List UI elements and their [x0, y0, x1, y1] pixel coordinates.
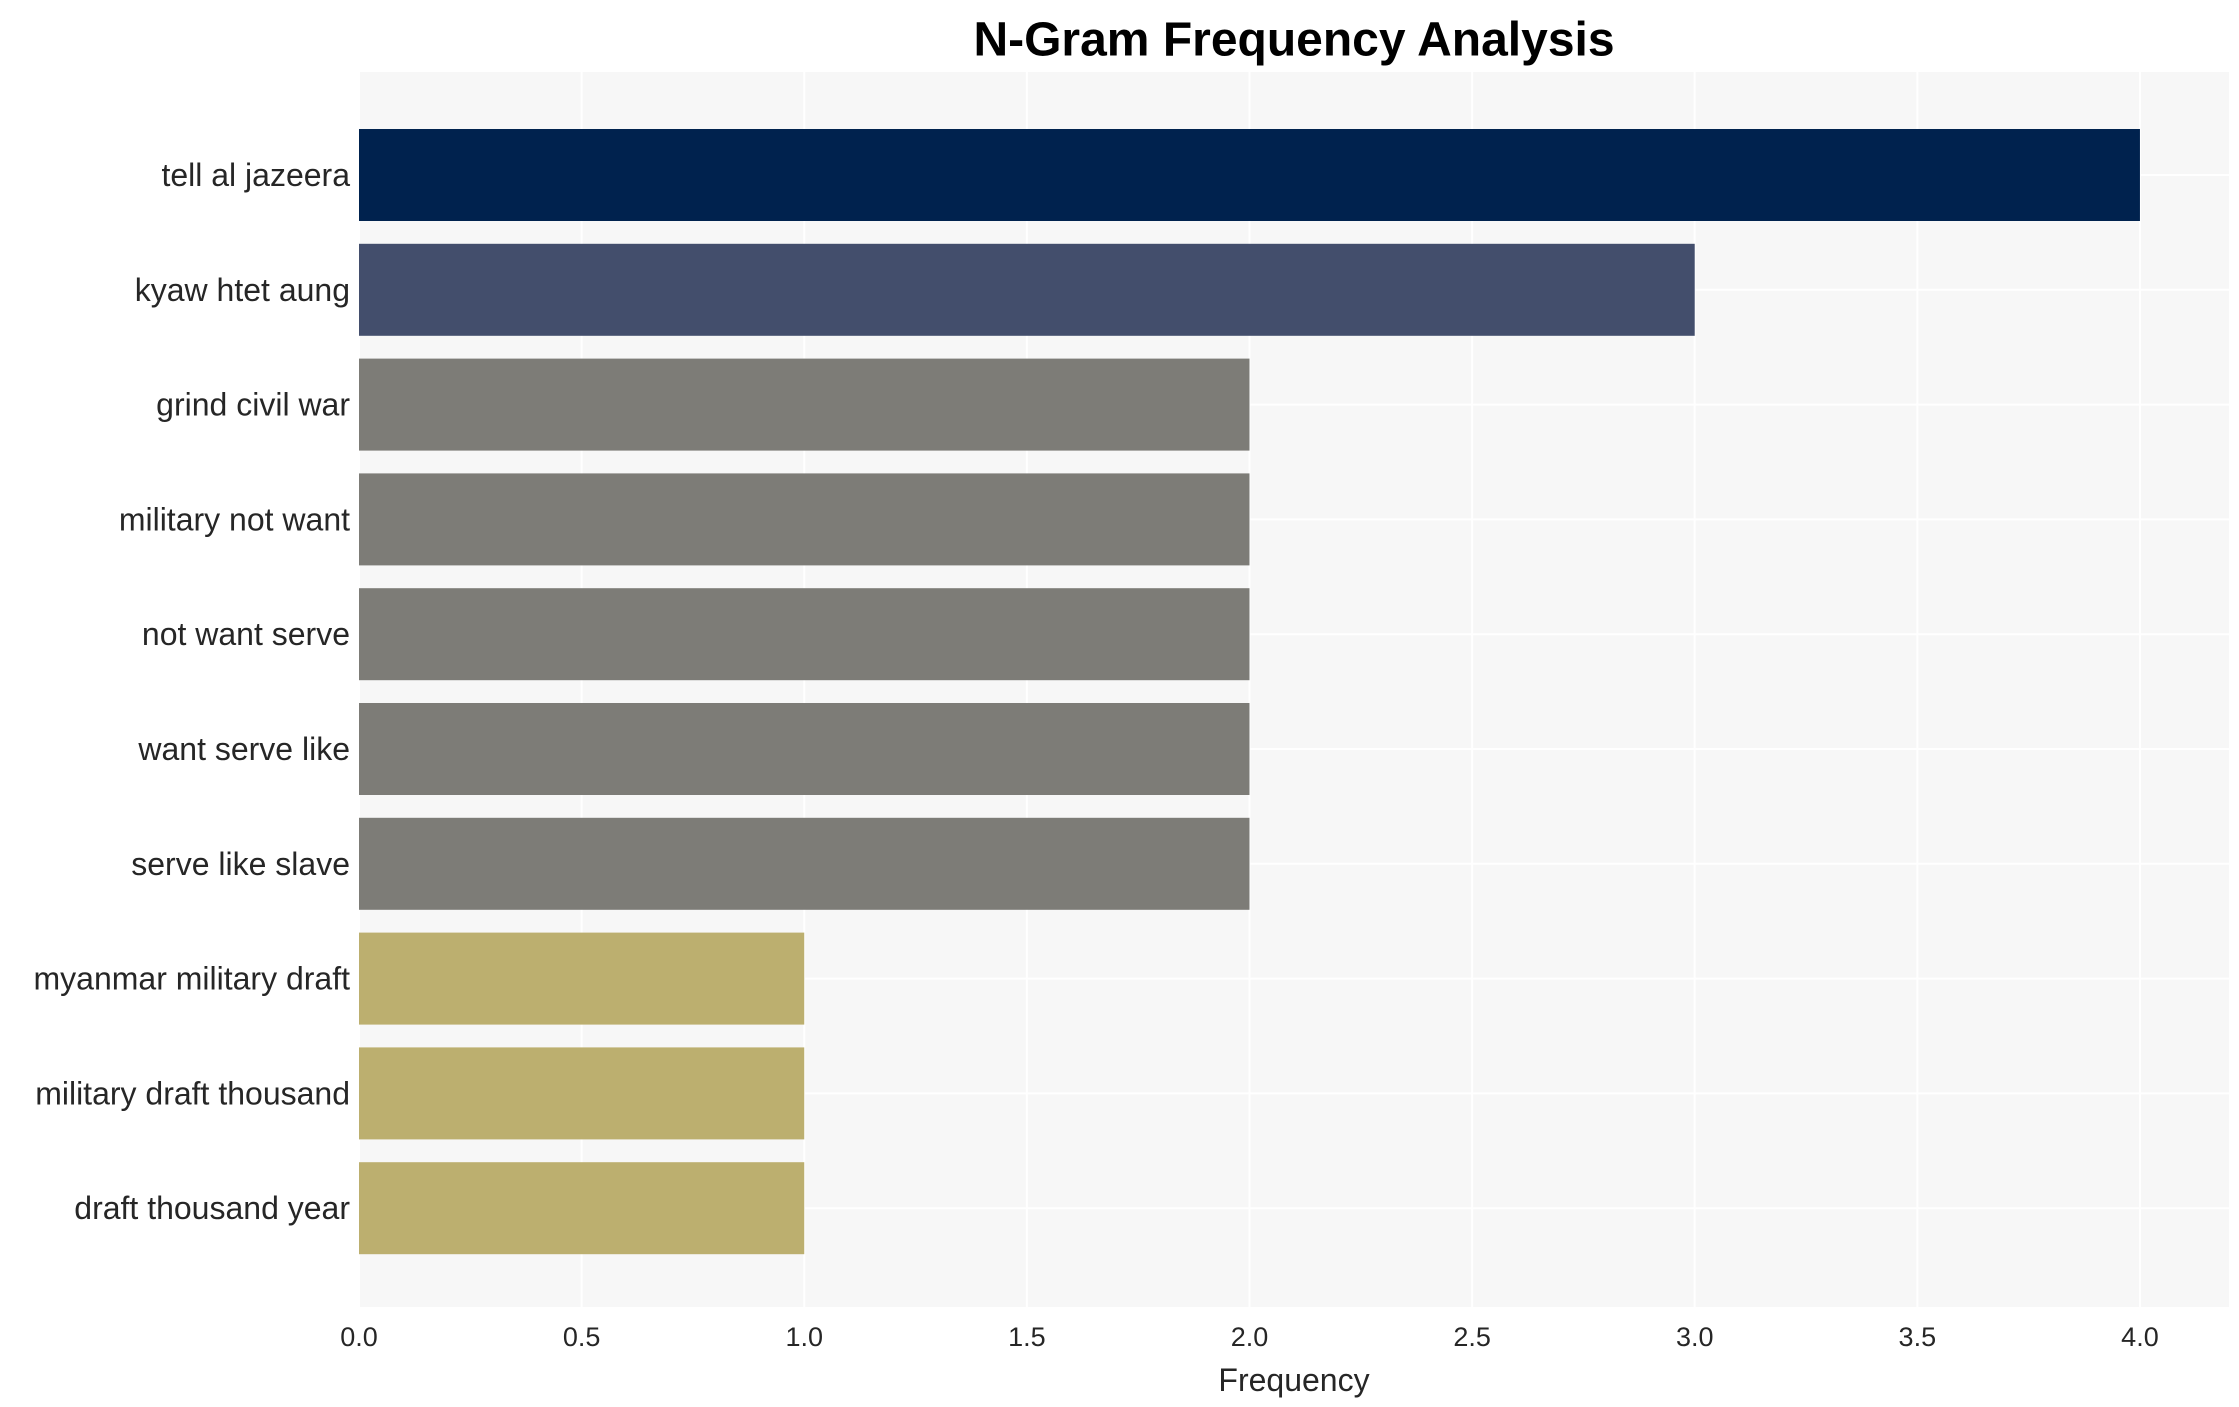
bar	[359, 243, 1695, 336]
y-tick-label: tell al jazeera	[161, 157, 350, 193]
x-axis-label: Frequency	[1218, 1362, 1369, 1398]
y-tick-labels: tell al jazeera kyaw htet aung grind civil…	[34, 157, 351, 1226]
y-tick-label: grind civil war	[156, 387, 350, 423]
y-tick-label: want serve like	[137, 731, 350, 767]
bar	[359, 129, 2140, 221]
x-tick-label: 4.0	[2121, 1322, 2159, 1352]
x-tick-label: 2.5	[1453, 1322, 1491, 1352]
x-tick-label: 2.0	[1231, 1322, 1269, 1352]
bars	[359, 129, 2140, 1255]
bar	[359, 703, 1250, 795]
y-tick-label: kyaw htet aung	[135, 272, 350, 308]
y-tick-label: draft thousand year	[74, 1190, 350, 1226]
bar	[359, 1047, 805, 1140]
x-tick-label: 1.0	[785, 1322, 823, 1352]
x-tick-label: 3.0	[1676, 1322, 1714, 1352]
y-tick-label: serve like slave	[131, 846, 350, 882]
bar	[359, 932, 805, 1025]
x-tick-label: 0.0	[340, 1322, 378, 1352]
y-tick-label: military not want	[119, 501, 350, 537]
x-tick-label: 1.5	[1008, 1322, 1046, 1352]
y-tick-label: not want serve	[142, 616, 350, 652]
bar	[359, 473, 1250, 566]
y-tick-label: myanmar military draft	[34, 961, 351, 997]
bar	[359, 817, 1250, 910]
x-tick-labels: 0.0 0.5 1.0 1.5 2.0 2.5 3.0 3.5 4.0	[340, 1322, 2158, 1352]
bar	[359, 358, 1250, 451]
x-tick-label: 0.5	[563, 1322, 601, 1352]
bar	[359, 588, 1250, 681]
y-tick-label: military draft thousand	[35, 1075, 350, 1111]
bar	[359, 1162, 805, 1255]
x-tick-label: 3.5	[1899, 1322, 1937, 1352]
chart-title: N-Gram Frequency Analysis	[973, 14, 1614, 67]
